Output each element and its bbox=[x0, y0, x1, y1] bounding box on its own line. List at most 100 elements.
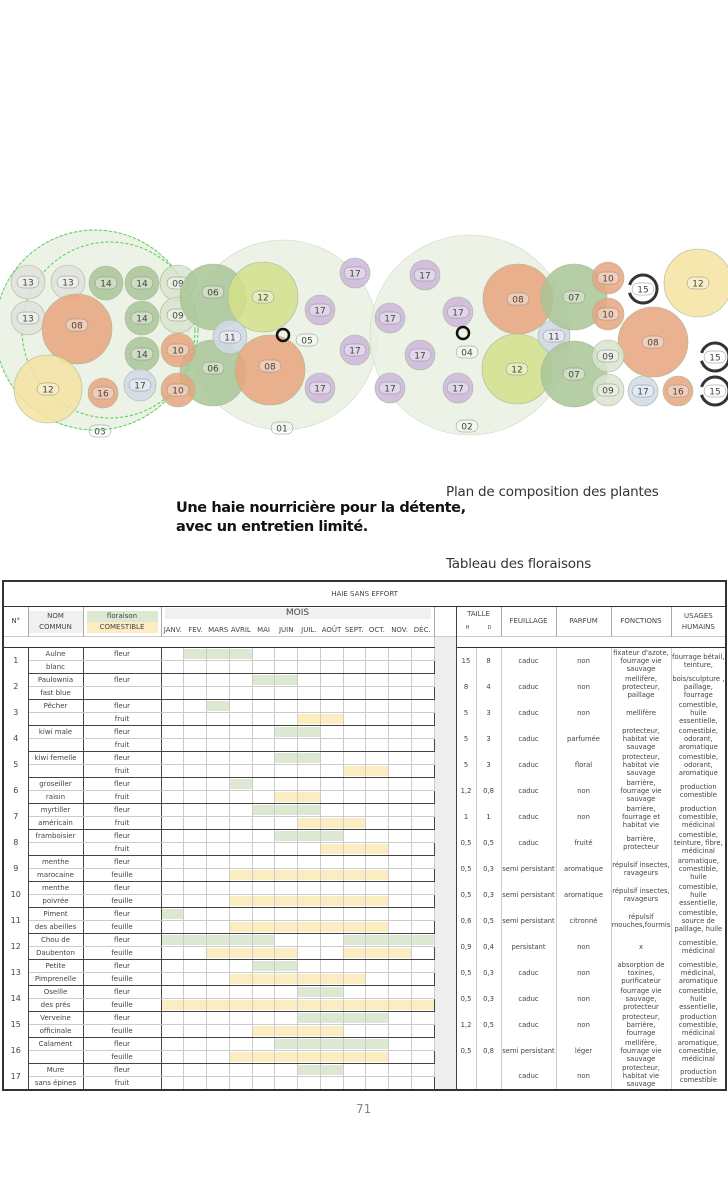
plant-10: 10 bbox=[591, 261, 625, 295]
functions-value: barrière, protecteur bbox=[623, 834, 659, 851]
row-number: 14 bbox=[2, 985, 29, 1012]
month-cell bbox=[319, 959, 344, 973]
common-name: des prés bbox=[27, 998, 84, 1012]
uses-cell: production comestible, médicinal bbox=[670, 1011, 727, 1038]
plant-label: 16 bbox=[672, 388, 684, 398]
month-cell bbox=[160, 985, 185, 999]
month-cell bbox=[251, 894, 276, 908]
height-value: 5 bbox=[455, 699, 477, 726]
part-type: fruit bbox=[82, 790, 162, 804]
month-cell bbox=[274, 842, 298, 856]
month-cell bbox=[183, 842, 207, 856]
month-cell bbox=[365, 972, 389, 986]
functions-value: barrière, fourrage et habitat vie bbox=[622, 804, 660, 829]
edible-period-bar bbox=[321, 1000, 343, 1010]
table-row: 12 Chou de fleur 0,9 0,4 persistant non x comest… bbox=[2, 933, 727, 960]
month-cell bbox=[365, 1076, 389, 1091]
month-cell bbox=[342, 868, 367, 882]
edible-period-bar bbox=[230, 922, 252, 932]
row-number: 9 bbox=[2, 855, 29, 882]
edible-period-bar bbox=[321, 922, 343, 932]
month-cell bbox=[251, 907, 276, 921]
month-cell bbox=[365, 1011, 389, 1025]
month-cell bbox=[228, 933, 253, 947]
plant-canopy bbox=[663, 248, 728, 318]
month-cell bbox=[160, 738, 185, 752]
edible-period-bar bbox=[366, 844, 388, 854]
month-cell bbox=[388, 907, 412, 921]
edible-period-bar bbox=[230, 974, 252, 984]
month-cell bbox=[319, 1011, 344, 1025]
month-header: DÉC. bbox=[413, 625, 431, 634]
month-cell bbox=[251, 842, 276, 856]
uses-value: fourrage bétail, teinture, bbox=[672, 652, 725, 669]
common-name: framboisier bbox=[27, 829, 84, 843]
month-cell bbox=[251, 881, 276, 895]
month-cell bbox=[251, 998, 276, 1012]
flowering-period-bar bbox=[366, 1039, 388, 1049]
table-row: 16 Calament fleur 0,5 0,8 semi persistant lége… bbox=[2, 1037, 727, 1064]
month-cell bbox=[342, 998, 367, 1012]
month-cell bbox=[160, 998, 185, 1012]
common-name: Piment bbox=[27, 907, 84, 921]
month-cell bbox=[297, 699, 321, 713]
month-cell bbox=[342, 1063, 367, 1077]
month-cell bbox=[160, 725, 185, 739]
header-height: H bbox=[465, 625, 470, 631]
diameter-value bbox=[475, 1063, 502, 1090]
uses-cell: comestible, huile essentielle, bbox=[670, 881, 727, 908]
row-number: 1 bbox=[2, 647, 29, 674]
part-type: fleur bbox=[82, 725, 162, 739]
row-number: 15 bbox=[2, 1011, 29, 1038]
month-cell bbox=[342, 647, 367, 661]
uses-value: comestible, médicinal, aromatique bbox=[678, 960, 719, 985]
scent-value: non bbox=[555, 959, 612, 986]
plant-label: 12 bbox=[692, 280, 703, 290]
month-cell bbox=[365, 1063, 389, 1077]
month-cell bbox=[251, 868, 276, 882]
month-cell bbox=[342, 1037, 367, 1051]
plant-canopy bbox=[627, 273, 659, 305]
month-cell bbox=[365, 842, 389, 856]
height-value: 0,5 bbox=[455, 1037, 477, 1064]
month-cell bbox=[183, 972, 207, 986]
common-name: Chou de bbox=[27, 933, 84, 947]
header-name: NOM COMMUN bbox=[28, 606, 84, 637]
plant-14: 14 bbox=[124, 336, 160, 372]
month-cell bbox=[206, 998, 230, 1012]
common-name: blanc bbox=[27, 660, 84, 674]
month-cell bbox=[228, 777, 253, 791]
part-type: fleur bbox=[82, 1063, 162, 1077]
flowering-table: HAIE SANS EFFORT N° NOM COMMUN floraison C… bbox=[2, 580, 728, 1091]
edible-period-bar bbox=[230, 1052, 252, 1062]
edible-period-bar bbox=[343, 1052, 365, 1062]
month-cell bbox=[319, 803, 344, 817]
month-cell bbox=[388, 1050, 412, 1064]
part-type: feuille bbox=[82, 894, 162, 908]
height-value: 0,5 bbox=[455, 985, 477, 1012]
month-cell bbox=[319, 998, 344, 1012]
month-cell bbox=[274, 673, 298, 687]
plant-canopy bbox=[699, 341, 728, 373]
month-cell bbox=[410, 920, 435, 934]
month-cell bbox=[297, 946, 321, 960]
edible-period-bar bbox=[161, 1000, 183, 1010]
month-cell bbox=[297, 673, 321, 687]
month-cell bbox=[410, 803, 435, 817]
plant-07: 07 bbox=[540, 340, 608, 408]
plant-canopy bbox=[339, 334, 371, 366]
plant-canopy bbox=[160, 372, 196, 408]
functions-cell: mellifère bbox=[610, 699, 672, 726]
part-type: fleur bbox=[82, 1037, 162, 1051]
month-cell bbox=[206, 959, 230, 973]
page-number: 71 bbox=[356, 1102, 372, 1116]
uses-cell: bois/sculpture , paillage, fourrage bbox=[670, 673, 727, 700]
month-cell bbox=[274, 959, 298, 973]
functions-value: mellifère, protecteur, paillage bbox=[622, 674, 660, 699]
month-cell bbox=[206, 881, 230, 895]
month-cell bbox=[251, 1050, 276, 1064]
month-cell bbox=[251, 1037, 276, 1051]
edible-period-bar bbox=[343, 974, 365, 984]
month-cell bbox=[228, 881, 253, 895]
plant-label: 11 bbox=[224, 334, 235, 344]
